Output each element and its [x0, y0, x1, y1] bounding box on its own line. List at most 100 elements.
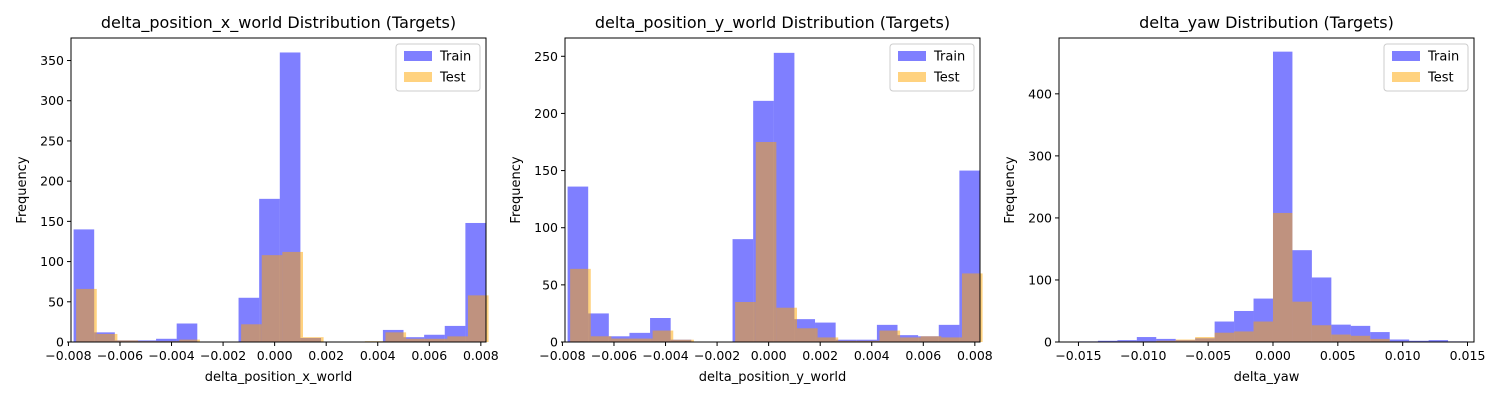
- histogram-bar-train: [1117, 340, 1137, 342]
- y-tick-label: 100: [1028, 272, 1052, 287]
- bars: [567, 52, 983, 342]
- histogram-bar-train: [1389, 339, 1410, 342]
- x-tick-label: −0.015: [1055, 348, 1101, 363]
- histogram-bar-test: [406, 338, 427, 342]
- chart-title: delta_yaw Distribution (Targets): [1139, 13, 1394, 33]
- x-axis: −0.015 −0.010 −0.005 0.000 0.005 0.010 0.015: [1055, 342, 1485, 363]
- legend-swatch-train: [898, 51, 926, 61]
- x-tick-label: 0.004: [360, 348, 396, 363]
- bars: [73, 52, 489, 342]
- histogram-bar-test: [570, 268, 591, 342]
- series-test: [76, 251, 489, 342]
- y-tick-label: 50: [48, 294, 64, 309]
- y-tick-label: 250: [534, 49, 558, 64]
- histogram-bar-test: [1370, 338, 1390, 342]
- x-tick-label: 0.005: [1320, 348, 1356, 363]
- x-axis-label: delta_position_y_world: [699, 370, 846, 385]
- legend-label-test: Test: [1427, 71, 1454, 86]
- y-tick-label: 400: [1028, 86, 1052, 101]
- x-tick-label: −0.004: [642, 348, 688, 363]
- x-tick-label: 0.010: [1385, 348, 1421, 363]
- histogram-bar-test: [447, 336, 468, 342]
- x-axis-label: delta_yaw: [1234, 370, 1300, 385]
- histogram-bar-test: [96, 333, 118, 342]
- histogram-bar-test: [590, 336, 612, 342]
- histogram-bar-train: [176, 323, 198, 342]
- y-tick-label: 150: [40, 214, 64, 229]
- legend-swatch-test: [898, 72, 926, 82]
- histogram-bar-test: [467, 295, 489, 342]
- x-tick-label: −0.006: [97, 348, 143, 363]
- y-tick-label: 0: [56, 335, 64, 350]
- histogram-bar-test: [1311, 325, 1332, 342]
- legend-label-train: Train: [1427, 50, 1459, 65]
- chart-title: delta_position_x_world Distribution (Tar…: [101, 13, 456, 33]
- histogram-bar-test: [776, 307, 797, 342]
- histogram-bar-test: [241, 324, 262, 342]
- x-tick-label: −0.008: [539, 348, 585, 363]
- y-tick-label: 200: [40, 174, 64, 189]
- y-tick-label: 50: [542, 277, 558, 292]
- y-tick-label: 200: [534, 106, 558, 121]
- histogram-bar-test: [426, 338, 448, 342]
- y-axis: 0 50 100 150 200 250 300 350: [40, 53, 71, 350]
- histogram-bar-test: [1234, 331, 1254, 342]
- legend-label-train: Train: [439, 50, 471, 65]
- y-tick-label: 150: [534, 163, 558, 178]
- histogram-bar-test: [1350, 335, 1371, 342]
- x-tick-label: −0.002: [200, 348, 246, 363]
- y-tick-label: 100: [534, 220, 558, 235]
- bars: [1078, 51, 1468, 342]
- chart-title: delta_position_y_world Distribution (Tar…: [595, 13, 950, 33]
- histogram-bar-test: [817, 337, 839, 342]
- legend: Train Test: [395, 43, 481, 92]
- x-tick-label: −0.008: [45, 348, 91, 363]
- x-tick-label: 0.000: [1255, 348, 1291, 363]
- histogram-bar-test: [179, 339, 200, 342]
- chart-panel-1: delta_position_x_world Distribution (Tar…: [15, 13, 499, 385]
- histogram-bar-test: [1331, 334, 1351, 342]
- x-axis: −0.008 −0.006 −0.004 −0.002 0.000 0.002 0.004 0…: [539, 342, 993, 363]
- x-tick-label: 0.006: [411, 348, 447, 363]
- histogram-bar-test: [858, 340, 880, 342]
- legend: Train Test: [1383, 43, 1469, 92]
- histogram-bar-train: [1097, 340, 1118, 342]
- histogram-bar-test: [735, 302, 756, 342]
- y-tick-label: 350: [40, 53, 64, 68]
- x-tick-label: −0.006: [591, 348, 637, 363]
- histogram-bar-test: [879, 330, 901, 342]
- histogram-bar-train: [1136, 337, 1157, 342]
- chart-panel-2: delta_position_y_world Distribution (Tar…: [509, 13, 993, 385]
- histogram-bar-test: [261, 255, 283, 342]
- y-tick-label: 250: [40, 133, 64, 148]
- histogram-bar-test: [1156, 340, 1176, 342]
- y-tick-label: 100: [40, 254, 64, 269]
- histogram-bar-train: [773, 52, 795, 342]
- axes-frame: [70, 37, 487, 343]
- x-tick-label: 0.004: [854, 348, 890, 363]
- x-tick-label: −0.010: [1120, 348, 1166, 363]
- legend-label-test: Test: [439, 71, 466, 86]
- histogram-bar-test: [941, 337, 962, 342]
- histogram-bar-test: [385, 332, 407, 342]
- y-tick-label: 0: [550, 335, 558, 350]
- y-tick-label: 300: [1028, 148, 1052, 163]
- histogram-bar-test: [632, 338, 653, 342]
- x-tick-label: 0.006: [905, 348, 941, 363]
- x-axis-label: delta_position_x_world: [205, 370, 352, 385]
- histogram-bar-test: [1175, 339, 1196, 342]
- axes-frame: [1058, 37, 1475, 343]
- axes-frame: [564, 37, 981, 343]
- legend-swatch-train: [1392, 51, 1420, 61]
- histogram-bar-test: [961, 273, 983, 342]
- histogram-bar-test: [282, 251, 303, 342]
- histogram-bar-test: [652, 330, 674, 342]
- histogram-bar-train: [156, 338, 177, 342]
- x-tick-label: 0.008: [463, 348, 499, 363]
- y-axis: 0 50 100 150 200 250: [534, 49, 565, 350]
- histogram-bar-train: [1156, 338, 1176, 342]
- x-tick-label: 0.000: [257, 348, 293, 363]
- chart-panel-3: delta_yaw Distribution (Targets) −0.015 −0…: [1003, 13, 1485, 385]
- y-axis-label: Frequency: [1003, 156, 1018, 223]
